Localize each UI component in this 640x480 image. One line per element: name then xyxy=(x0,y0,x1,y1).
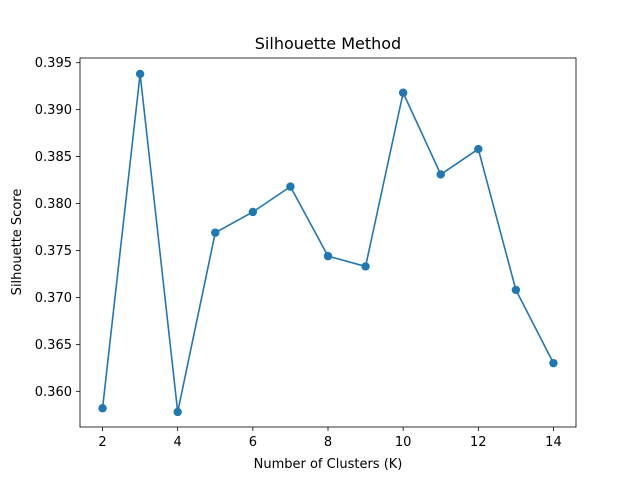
data-point xyxy=(323,251,333,261)
x-tick-label: 14 xyxy=(545,435,562,450)
data-point xyxy=(549,358,558,368)
y-tick-label: 0.395 xyxy=(35,56,72,71)
data-point xyxy=(511,285,521,295)
data-point xyxy=(398,88,408,97)
data-point xyxy=(173,407,182,417)
y-tick-label: 0.360 xyxy=(35,385,72,400)
y-tick-label: 0.375 xyxy=(35,244,72,259)
data-point xyxy=(211,228,220,237)
y-tick-label: 0.380 xyxy=(35,197,72,212)
x-tick-label: 8 xyxy=(324,435,332,450)
y-tick-label: 0.390 xyxy=(35,103,72,118)
data-point xyxy=(361,262,370,271)
data-point xyxy=(474,144,483,154)
data-point xyxy=(248,207,258,217)
y-tick-label: 0.370 xyxy=(35,291,72,306)
x-tick-label: 12 xyxy=(470,435,487,450)
data-point xyxy=(98,404,107,413)
x-tick-label: 4 xyxy=(174,435,182,450)
y-tick-label: 0.365 xyxy=(35,338,72,353)
x-tick-label: 6 xyxy=(249,435,257,450)
x-axis-label: Number of Clusters (K) xyxy=(254,457,403,472)
series-line xyxy=(101,73,555,413)
x-tick-label: 2 xyxy=(98,435,106,450)
data-point xyxy=(286,182,295,191)
data-point xyxy=(436,170,445,179)
y-axis-label: Silhouette Score xyxy=(10,189,25,296)
chart-title: Silhouette Method xyxy=(255,34,401,53)
x-tick-label: 10 xyxy=(395,435,412,450)
data-point xyxy=(135,69,145,79)
y-tick-label: 0.385 xyxy=(35,150,72,165)
plot-area-frame xyxy=(79,57,577,428)
